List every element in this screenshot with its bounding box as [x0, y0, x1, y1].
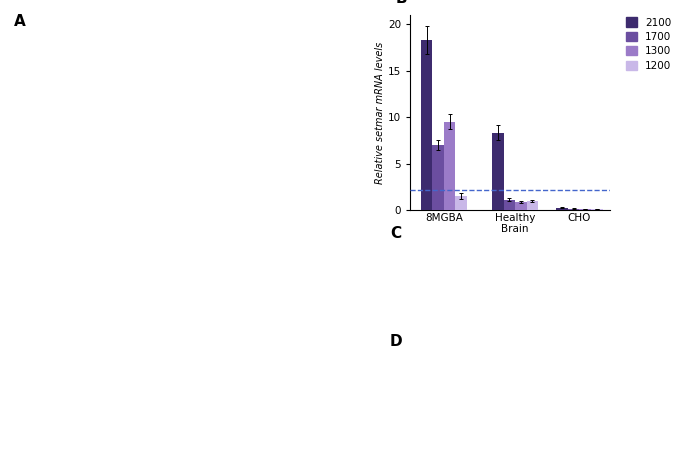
Text: B: B	[396, 0, 407, 6]
Bar	[591, 209, 603, 210]
Bar	[526, 201, 538, 210]
Bar	[568, 209, 580, 210]
Bar	[556, 207, 568, 210]
Bar	[444, 122, 456, 210]
Legend: 2100, 1700, 1300, 1200: 2100, 1700, 1300, 1200	[625, 16, 672, 72]
Text: D: D	[390, 334, 402, 349]
Bar	[456, 196, 467, 210]
Text: C: C	[390, 226, 401, 240]
Y-axis label: Relative setmar mRNA levels: Relative setmar mRNA levels	[375, 41, 385, 184]
Bar	[492, 133, 503, 210]
Bar	[515, 202, 526, 210]
Bar	[421, 40, 433, 210]
Bar	[580, 209, 591, 210]
Bar	[503, 200, 515, 210]
Bar	[433, 145, 444, 210]
Text: A: A	[14, 14, 26, 28]
